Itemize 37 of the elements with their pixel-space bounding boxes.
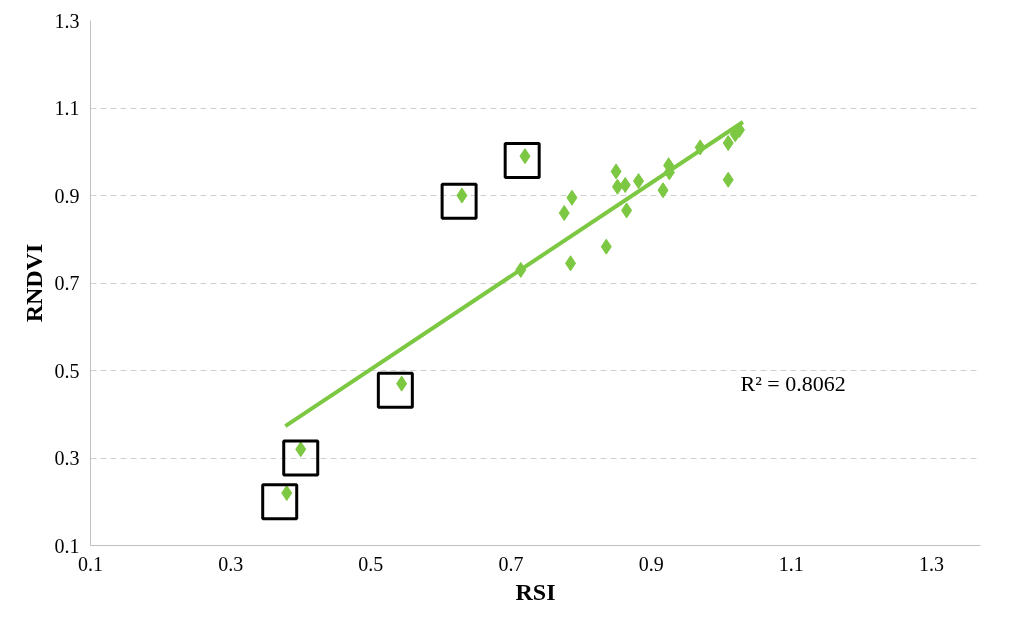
x-tick-label: 0.9: [638, 552, 664, 575]
x-tick-label: 0.5: [358, 552, 384, 575]
point: [565, 255, 577, 272]
y-axis-title: RNDVI: [20, 243, 47, 323]
point: [558, 205, 570, 221]
y-tick-label: 0.7: [54, 272, 80, 294]
point: [619, 177, 631, 193]
y-tick-label: 1.1: [54, 97, 80, 119]
x-axis-title: RSI: [515, 578, 556, 605]
y-tick-label: 0.9: [54, 184, 80, 207]
x-tick-label: 1.3: [918, 552, 944, 575]
point: [611, 178, 623, 195]
annotation: R² = 0.8062: [740, 370, 846, 396]
point: [722, 135, 734, 151]
point: [722, 171, 734, 188]
point: [440, 182, 478, 220]
point: [515, 261, 527, 278]
point: [282, 439, 320, 477]
point: [376, 371, 414, 409]
x-tick-label: 0.7: [498, 552, 524, 575]
y-tick-label: 0.1: [54, 534, 80, 557]
point: [694, 139, 706, 156]
point: [657, 182, 669, 199]
point: [281, 485, 293, 501]
point: [503, 142, 541, 179]
y-tick-label: 0.3: [54, 447, 80, 469]
point: [600, 238, 612, 255]
y-tick-label: 1.3: [54, 9, 80, 32]
point: [261, 483, 299, 521]
point: [633, 173, 645, 190]
point: [566, 189, 578, 206]
point: [621, 202, 633, 219]
y-tick-label: 0.5: [54, 359, 80, 382]
point: [610, 163, 622, 180]
x-tick-label: 0.3: [218, 552, 244, 575]
x-tick-label: 1.1: [778, 552, 804, 575]
x-tick-label: 0.1: [78, 552, 103, 575]
